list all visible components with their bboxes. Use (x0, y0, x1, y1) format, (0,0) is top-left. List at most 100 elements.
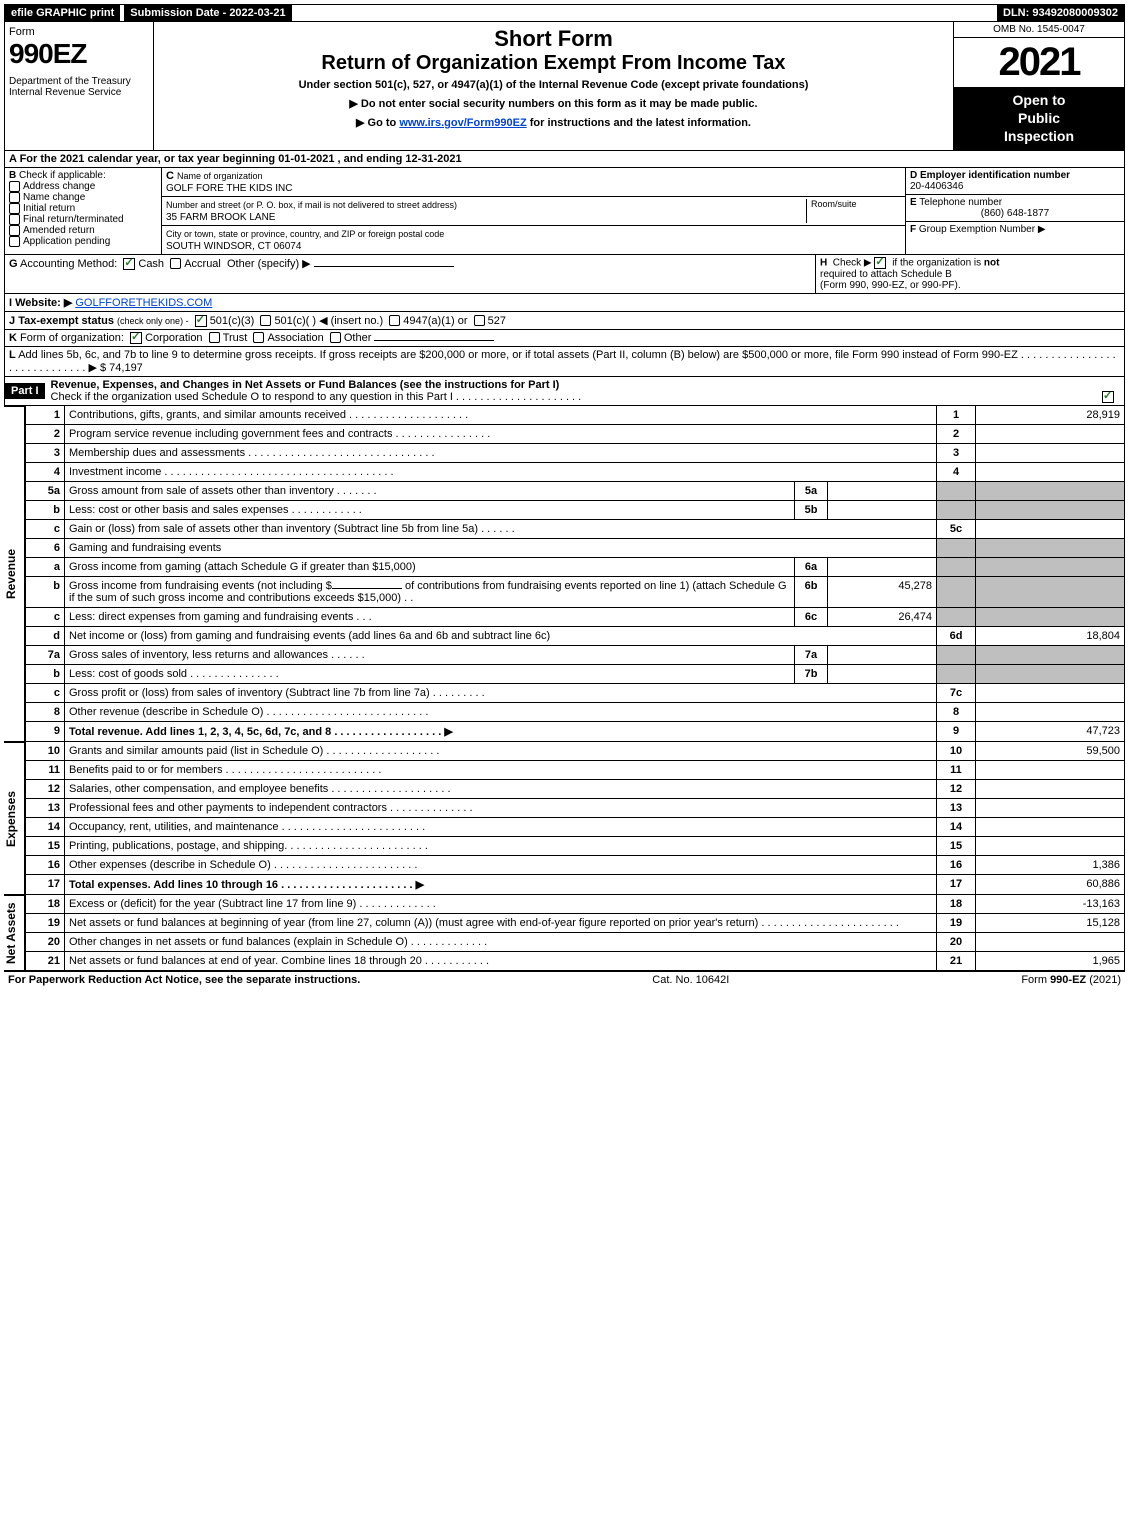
city-state-zip: SOUTH WINDSOR, CT 06074 (166, 241, 301, 252)
checkbox-application-pending[interactable] (9, 236, 20, 247)
title-box: Short Form Return of Organization Exempt… (154, 22, 953, 150)
arrow-icon: ▶ (1038, 224, 1046, 235)
org-name: GOLF FORE THE KIDS INC (166, 183, 293, 194)
goto-post: for instructions and the latest informat… (527, 117, 751, 129)
line-4: 4Investment income . . . . . . . . . . .… (26, 462, 1125, 481)
line-6a: aGross income from gaming (attach Schedu… (26, 557, 1125, 576)
part-i-title: Revenue, Expenses, and Changes in Net As… (51, 379, 560, 391)
line-18: 18Excess or (deficit) for the year (Subt… (26, 895, 1125, 914)
form-reference: Form 990-EZ (2021) (1021, 974, 1121, 986)
submission-date: Submission Date - 2022-03-21 (124, 5, 291, 21)
dept-line-1: Department of the Treasury (9, 76, 131, 87)
tax-year: 2021 (954, 38, 1124, 87)
name-address-box: C Name of organization GOLF FORE THE KID… (162, 168, 905, 254)
street-label: Number and street (or P. O. box, if mail… (166, 200, 457, 210)
line-1: 1Contributions, gifts, grants, and simil… (26, 406, 1125, 425)
top-bar: efile GRAPHIC print Submission Date - 20… (4, 4, 1125, 22)
line-10: 10Grants and similar amounts paid (list … (26, 742, 1125, 761)
line-5a: 5aGross amount from sale of assets other… (26, 481, 1125, 500)
expenses-table: 10Grants and similar amounts paid (list … (25, 742, 1125, 895)
goto-pre: ▶ Go to (356, 117, 399, 129)
org-name-label: Name of organization (177, 171, 263, 181)
checkbox-cash[interactable] (123, 258, 135, 270)
checkbox-final-return[interactable] (9, 214, 20, 225)
net-assets-side-label: Net Assets (4, 895, 25, 971)
checkbox-association[interactable] (253, 332, 264, 343)
line-k: K Form of organization: Corporation Trus… (4, 330, 1125, 347)
form-number: 990EZ (9, 38, 149, 70)
line-3: 3Membership dues and assessments . . . .… (26, 443, 1125, 462)
line-17: 17Total expenses. Add lines 10 through 1… (26, 874, 1125, 894)
checkbox-schedule-o-part-i[interactable] (1102, 391, 1114, 403)
accounting-method-label: Accounting Method: (20, 258, 117, 270)
line-13: 13Professional fees and other payments t… (26, 798, 1125, 817)
line-5c: cGain or (loss) from sale of assets othe… (26, 519, 1125, 538)
website-link[interactable]: GOLFFORETHEKIDS.COM (75, 297, 212, 309)
net-assets-table: 18Excess or (deficit) for the year (Subt… (25, 895, 1125, 971)
line-19: 19Net assets or fund balances at beginni… (26, 913, 1125, 932)
part-i-check-text: Check if the organization used Schedule … (51, 391, 582, 403)
line-21: 21Net assets or fund balances at end of … (26, 951, 1125, 970)
dln: DLN: 93492080009302 (997, 5, 1124, 21)
goto-line: ▶ Go to www.irs.gov/Form990EZ for instru… (158, 116, 949, 129)
checkbox-schedule-b-not-required[interactable] (874, 257, 886, 269)
ein-label: Employer identification number (920, 170, 1070, 181)
line-2: 2Program service revenue including gover… (26, 424, 1125, 443)
city-label: City or town, state or province, country… (166, 229, 444, 239)
short-form-title: Short Form (158, 26, 949, 52)
irs-link[interactable]: www.irs.gov/Form990EZ (399, 117, 526, 129)
checkbox-trust[interactable] (209, 332, 220, 343)
return-title: Return of Organization Exempt From Incom… (158, 52, 949, 75)
form-header: Form 990EZ Department of the Treasury In… (4, 22, 1125, 151)
year-box: OMB No. 1545-0047 2021 Open toPublicInsp… (953, 22, 1124, 150)
street-address: 35 FARM BROOK LANE (166, 212, 275, 223)
efile-print[interactable]: efile GRAPHIC print (5, 5, 120, 21)
line-12: 12Salaries, other compensation, and empl… (26, 779, 1125, 798)
checkbox-initial-return[interactable] (9, 203, 20, 214)
checkbox-501c[interactable] (260, 315, 271, 326)
catalog-number: Cat. No. 10642I (652, 974, 729, 986)
revenue-table: 1Contributions, gifts, grants, and simil… (25, 406, 1125, 742)
line-a: A For the 2021 calendar year, or tax yea… (4, 151, 1125, 168)
line-15: 15Printing, publications, postage, and s… (26, 836, 1125, 855)
pra-notice: For Paperwork Reduction Act Notice, see … (8, 974, 360, 986)
dept-line-2: Internal Revenue Service (9, 87, 121, 98)
under-section: Under section 501(c), 527, or 4947(a)(1)… (158, 79, 949, 91)
revenue-section: Revenue 1Contributions, gifts, grants, a… (4, 406, 1125, 742)
line-11: 11Benefits paid to or for members . . . … (26, 760, 1125, 779)
dln-label: DLN: (1003, 7, 1029, 19)
phone-value: (860) 648-1877 (910, 208, 1120, 219)
other-specify: Other (specify) ▶ (227, 258, 311, 270)
revenue-side-label: Revenue (4, 406, 25, 742)
website-label: Website: ▶ (15, 297, 72, 309)
gross-receipts-value: 74,197 (109, 362, 143, 374)
line-g-h: G Accounting Method: Cash Accrual Other … (4, 255, 1125, 294)
checkbox-address-change[interactable] (9, 181, 20, 192)
net-assets-section: Net Assets 18Excess or (deficit) for the… (4, 895, 1125, 971)
expenses-side-label: Expenses (4, 742, 25, 895)
omb-number: OMB No. 1545-0047 (954, 22, 1124, 38)
line-6d: dNet income or (loss) from gaming and fu… (26, 626, 1125, 645)
line-j: J Tax-exempt status (check only one) - 5… (4, 312, 1125, 330)
room-suite: Room/suite (806, 199, 901, 223)
checkbox-amended-return[interactable] (9, 225, 20, 236)
ein-value: 20-4406346 (910, 181, 963, 192)
phone-label: Telephone number (919, 197, 1002, 208)
line-6b: b Gross income from fundraising events (… (26, 576, 1125, 607)
line-14: 14Occupancy, rent, utilities, and mainte… (26, 817, 1125, 836)
checkbox-corporation[interactable] (130, 332, 142, 344)
group-exemption-label: Group Exemption Number (919, 224, 1035, 235)
expenses-section: Expenses 10Grants and similar amounts pa… (4, 742, 1125, 895)
checkbox-accrual[interactable] (170, 258, 181, 269)
checkbox-527[interactable] (474, 315, 485, 326)
checkbox-other-org[interactable] (330, 332, 341, 343)
form-id-box: Form 990EZ Department of the Treasury In… (5, 22, 154, 150)
line-16: 16Other expenses (describe in Schedule O… (26, 855, 1125, 874)
form-word: Form (9, 26, 149, 38)
checkbox-501c3[interactable] (195, 315, 207, 327)
line-i: I Website: ▶ GOLFFORETHEKIDS.COM (4, 294, 1125, 312)
checkbox-4947a1[interactable] (389, 315, 400, 326)
part-i-header: Part I Revenue, Expenses, and Changes in… (4, 377, 1125, 406)
checkbox-name-change[interactable] (9, 192, 20, 203)
line-6c: cLess: direct expenses from gaming and f… (26, 607, 1125, 626)
